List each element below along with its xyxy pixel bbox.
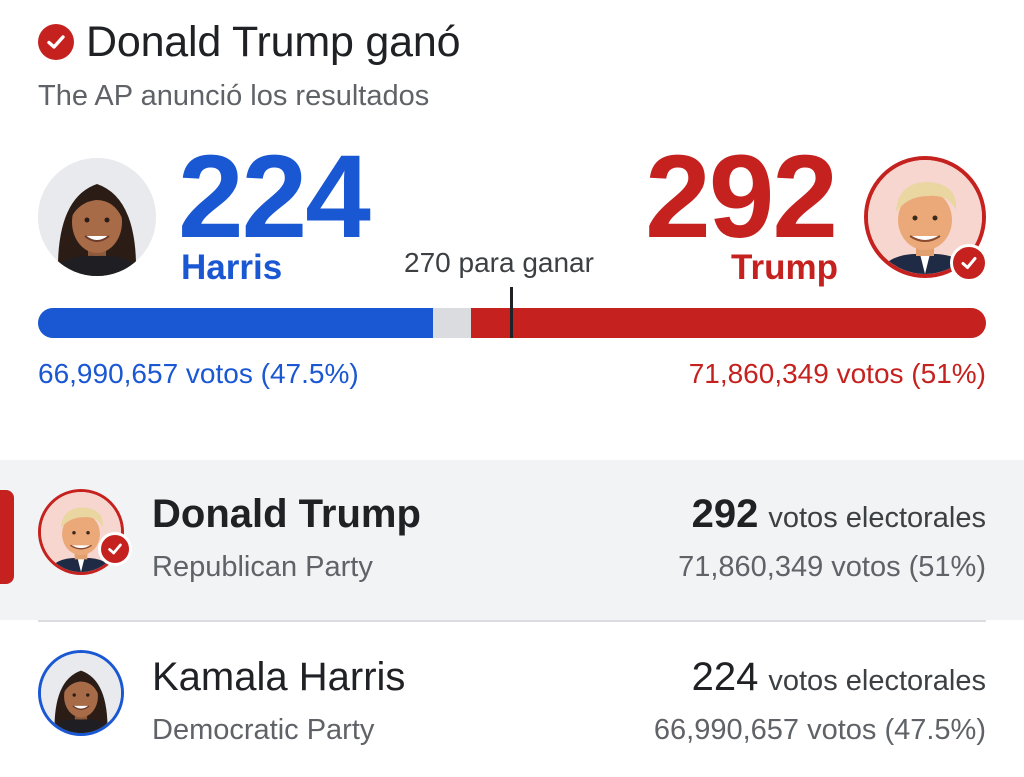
electoral-vote-label: votos electorales [768, 502, 986, 534]
harris-popular-votes: 66,990,657 votos (47.5%) [38, 358, 359, 389]
winner-check-icon [98, 532, 132, 566]
harris-bar-fill [38, 308, 433, 338]
result-row-trump[interactable] [0, 460, 1024, 620]
harris-avatar[interactable] [38, 158, 156, 276]
harris-row-avatar [38, 650, 124, 736]
winner-indicator [0, 490, 14, 584]
candidate-party: Democratic Party [152, 714, 375, 746]
candidate-electoral-votes: 292 votos electorales [692, 492, 986, 537]
electoral-vote-label: votos electorales [768, 665, 986, 697]
electoral-vote-count: 292 [691, 492, 759, 536]
trump-popular-votes: 71,860,349 votos (51%) [688, 358, 986, 389]
check-circle-icon [38, 24, 74, 60]
page-title: Donald Trump ganó [86, 17, 461, 66]
trump-bar-fill [471, 308, 986, 338]
winner-check-icon [950, 244, 988, 282]
row-divider [38, 620, 986, 622]
electoral-progress-bar [38, 308, 986, 338]
candidate-electoral-votes: 224 votos electorales [692, 655, 986, 700]
win-threshold-marker [510, 287, 514, 338]
title-row: Donald Trump ganó [38, 14, 988, 70]
results-header: Donald Trump ganó The AP anunció los res… [38, 14, 988, 113]
candidate-name: Donald Trump [152, 492, 421, 536]
electoral-vote-count: 224 [691, 655, 759, 699]
to-win-label: 270 para ganar [404, 247, 594, 278]
harris-portrait-icon [38, 158, 156, 276]
candidate-name: Kamala Harris [152, 655, 406, 699]
harris-label: Harris [181, 248, 283, 287]
candidate-party: Republican Party [152, 551, 373, 583]
harris-electoral-votes: 224 [178, 131, 371, 263]
trump-electoral-votes: 292 [645, 131, 838, 263]
harris-portrait-icon [41, 653, 121, 733]
trump-label: Trump [731, 248, 838, 287]
candidate-popular-votes: 66,990,657 votos (47.5%) [653, 714, 986, 746]
page-subtitle: The AP anunció los resultados [38, 80, 430, 112]
trump-portrait-icon [41, 492, 121, 572]
candidate-popular-votes: 71,860,349 votos (51%) [678, 551, 986, 583]
